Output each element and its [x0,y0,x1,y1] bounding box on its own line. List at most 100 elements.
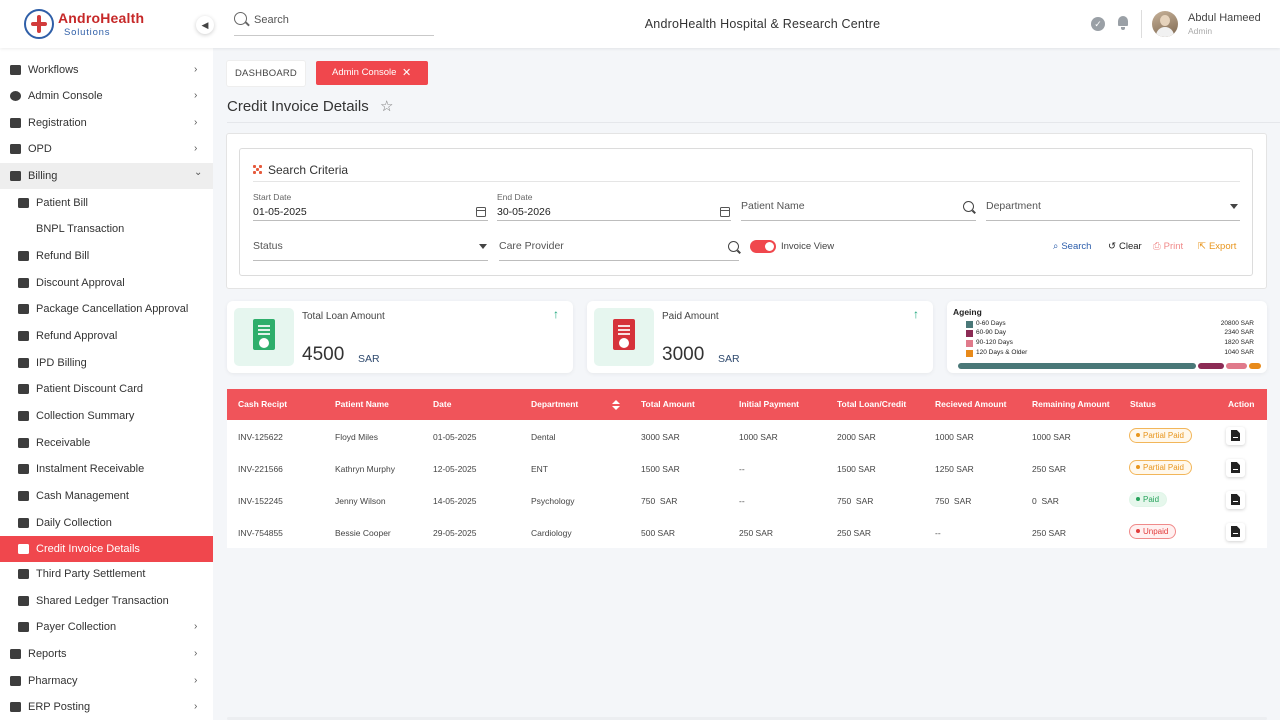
sidebar-item-label: Collection Summary [36,410,135,422]
sidebar-item-workflows[interactable]: Workflows › [0,57,213,83]
table-row[interactable]: INV-152245 Jenny Wilson 14-05-2025 Psych… [227,484,1267,516]
ageing-value: 20800 SAR [1220,320,1254,327]
sort-icon[interactable] [612,400,620,410]
sidebar-item-ipd-billing[interactable]: IPD Billing [0,350,213,376]
start-date-field[interactable]: Start Date 01-05-2025 [253,192,488,221]
sidebar-item-cash-management[interactable]: Cash Management [0,483,213,509]
care-provider-field[interactable]: Care Provider [499,238,739,261]
cell-department: Dental [531,432,556,442]
column-header-department[interactable]: Department [531,399,579,409]
invoice-view-toggle[interactable] [750,240,776,253]
sidebar-item-refund-approval[interactable]: Refund Approval [0,323,213,349]
sidebar-item-credit-invoice-details[interactable]: Credit Invoice Details [0,536,213,562]
breadcrumb-dashboard[interactable]: DASHBOARD [227,61,305,86]
sidebar-item-registration[interactable]: Registration › [0,110,213,136]
sidebar-item-bnpl-transaction[interactable]: BNPL Transaction [0,216,213,242]
sidebar-item-patient-discount-card[interactable]: Patient Discount Card [0,376,213,402]
sidebar-item-shared-ledger-transaction[interactable]: Shared Ledger Transaction [0,588,213,614]
sidebar-item-collection-summary[interactable]: Collection Summary [0,403,213,429]
document-icon [18,278,29,288]
sidebar-collapse-button[interactable]: ◀ [196,16,214,34]
sidebar-item-refund-bill[interactable]: Refund Bill [0,243,213,269]
view-invoice-button[interactable] [1226,459,1245,477]
cell-patient-name: Bessie Cooper [335,528,391,538]
sidebar-item-patient-bill[interactable]: Patient Bill [0,190,213,216]
sidebar-item-label: Workflows [28,64,79,76]
sidebar-item-pharmacy[interactable]: Pharmacy › [0,668,213,694]
close-icon[interactable]: ✕ [402,67,412,79]
table-row[interactable]: INV-125622 Floyd Miles 01-05-2025 Dental… [227,420,1267,452]
notification-bell-icon[interactable] [1117,16,1129,30]
column-header-cash-recipt[interactable]: Cash Recipt [238,399,288,409]
brand-name: AndroHealth [58,10,145,26]
sidebar-item-admin-console[interactable]: Admin Console › [0,83,213,109]
total-loan-value: 4500 [302,344,345,365]
search-button[interactable]: ⌕ Search [1053,241,1091,252]
table-row[interactable]: INV-754855 Bessie Cooper 29-05-2025 Card… [227,516,1267,548]
calendar-icon[interactable] [720,207,730,217]
status-badge: Unpaid [1129,524,1177,539]
ageing-legend-item: 60-90 Day 2340 SAR [966,329,1256,337]
column-header-total-amount[interactable]: Total Amount [641,399,695,409]
settlement-icon [18,569,29,579]
sidebar-item-billing[interactable]: Billing ⌄ [0,163,213,189]
view-invoice-button[interactable] [1226,523,1245,541]
export-button[interactable]: ⇱ Export [1198,241,1236,252]
search-input[interactable] [254,10,429,30]
patient-name-field[interactable]: Patient Name [741,198,976,221]
favorite-star-icon[interactable]: ☆ [380,98,394,115]
cell-received-amount: 1250 SAR [935,464,974,474]
search-icon[interactable] [963,201,974,212]
end-date-label: End Date [497,192,533,202]
sidebar-item-daily-collection[interactable]: Daily Collection [0,510,213,536]
calendar-icon[interactable] [476,207,486,217]
sidebar-item-opd[interactable]: OPD › [0,136,213,162]
legend-swatch [966,350,973,357]
column-header-recieved-amount[interactable]: Recieved Amount [935,399,1007,409]
column-header-remaining-amount[interactable]: Remaining Amount [1032,399,1110,409]
sidebar-item-reports[interactable]: Reports › [0,641,213,667]
search-criteria-box [239,148,1253,276]
verified-badge-icon[interactable]: ✓ [1091,17,1105,31]
user-name[interactable]: Abdul Hameed [1188,12,1261,24]
user-role: Admin [1188,26,1213,36]
sidebar-item-receivable[interactable]: Receivable [0,430,213,456]
cell-total-loan: 2000 SAR [837,432,876,442]
cell-remaining-amount: 250 SAR [1032,528,1067,538]
column-header-patient-name[interactable]: Patient Name [335,399,389,409]
column-header-initial-payment[interactable]: Initial Payment [739,399,799,409]
department-select[interactable]: Department [986,198,1240,221]
chevron-right-icon: › [194,621,198,632]
view-invoice-button[interactable] [1226,427,1245,445]
column-header-status[interactable]: Status [1130,399,1156,409]
sidebar-item-instalment-receivable[interactable]: Instalment Receivable [0,456,213,482]
sidebar-item-erp-posting[interactable]: ERP Posting › [0,694,213,720]
chevron-right-icon: › [194,64,198,75]
end-date-field[interactable]: End Date 30-05-2026 [497,192,731,221]
ageing-bar-segment [1197,363,1225,369]
view-invoice-button[interactable] [1226,491,1245,509]
ageing-bar-segment [958,363,1196,369]
search-icon[interactable] [728,241,739,252]
clear-button[interactable]: ↺ Clear [1108,241,1142,252]
id-card-icon [18,384,29,394]
sidebar-item-label: Daily Collection [36,517,112,529]
user-avatar[interactable] [1152,11,1178,37]
ageing-legend-item: 90-120 Days 1820 SAR [966,339,1256,347]
print-button[interactable]: ⎙ Print [1153,241,1183,252]
app-logo[interactable]: AndroHealth Solutions [24,9,144,39]
cell-total-loan: 1500 SAR [837,464,876,474]
table-row[interactable]: INV-221566 Kathryn Murphy 12-05-2025 ENT… [227,452,1267,484]
column-header-total-loan-credit[interactable]: Total Loan/Credit [837,399,907,409]
sidebar-item-package-cancellation-approval[interactable]: Package Cancellation Approval [0,296,213,322]
status-select[interactable]: Status [253,238,488,261]
total-loan-label: Total Loan Amount [302,311,385,322]
sidebar-item-label: Cash Management [36,490,129,502]
column-header-date[interactable]: Date [433,399,452,409]
gear-icon [10,91,21,101]
sidebar-item-third-party-settlement[interactable]: Third Party Settlement [0,561,213,587]
sidebar-item-payer-collection[interactable]: Payer Collection › [0,614,213,640]
breadcrumb-admin-console[interactable]: Admin Console ✕ [316,61,428,85]
sidebar-item-discount-approval[interactable]: Discount Approval [0,270,213,296]
sidebar-item-label: IPD Billing [36,357,87,369]
